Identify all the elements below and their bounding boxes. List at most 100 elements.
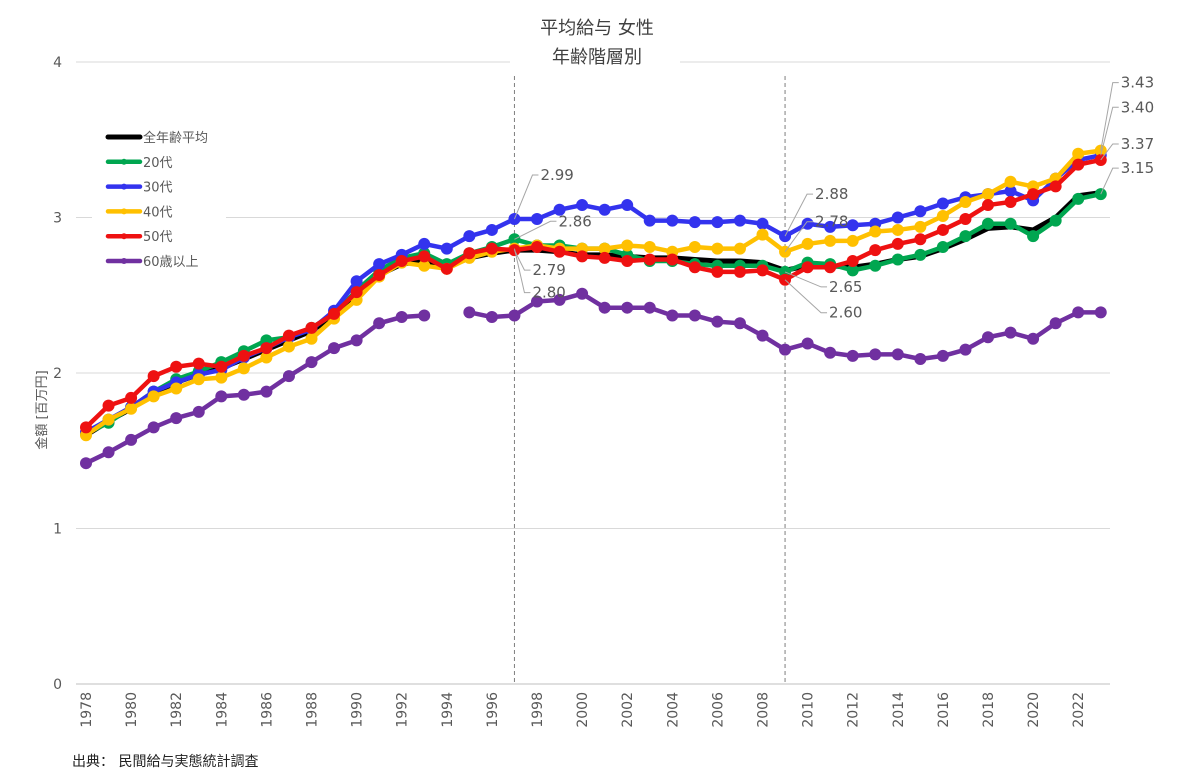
- annotation-leader: [513, 174, 539, 220]
- data-point: [846, 349, 859, 362]
- annotation-leader: [514, 249, 531, 271]
- data-point: [1004, 185, 1017, 198]
- data-point: [237, 388, 250, 401]
- series-5: [80, 287, 1107, 470]
- data-point: [147, 390, 160, 403]
- annotations: 2.99 2.86 2.79 2.80 2.88 2.78 2.65 2.60 3.43 3.40…: [513, 74, 1154, 322]
- data-point: [733, 265, 746, 278]
- data-point: [598, 203, 611, 216]
- data-point: [756, 264, 769, 277]
- data-point: [1004, 217, 1017, 230]
- data-point: [869, 259, 882, 272]
- data-point: [982, 188, 994, 201]
- annotation-label: 2.78: [815, 213, 848, 231]
- data-point: [350, 334, 363, 347]
- data-point: [688, 261, 701, 274]
- y-axis-label: 金額 [百万円]: [34, 370, 50, 449]
- annotation-leader: [1100, 82, 1119, 151]
- data-point: [936, 349, 949, 362]
- title-background: [510, 10, 680, 72]
- x-tick-label: 1998: [530, 692, 546, 728]
- data-point: [418, 309, 431, 322]
- data-point: [959, 195, 972, 208]
- data-point: [418, 259, 431, 272]
- data-point: [733, 317, 746, 330]
- x-tick-label: 2012: [846, 692, 862, 728]
- data-point: [485, 311, 498, 324]
- data-point: [395, 255, 408, 268]
- data-point: [936, 197, 949, 210]
- data-point: [418, 250, 431, 263]
- data-point: [192, 405, 205, 418]
- data-point: [215, 390, 228, 403]
- data-point: [982, 331, 994, 344]
- data-point: [801, 217, 814, 230]
- data-point: [147, 421, 160, 434]
- data-point: [553, 203, 566, 216]
- data-point: [936, 241, 949, 254]
- data-point: [305, 321, 318, 334]
- data-point: [869, 225, 882, 238]
- data-point: [643, 253, 656, 266]
- data-point: [1004, 326, 1017, 339]
- data-point: [982, 217, 994, 230]
- data-point: [598, 301, 611, 314]
- data-point: [688, 309, 701, 322]
- data-point: [1004, 195, 1017, 208]
- data-point: [215, 360, 228, 373]
- x-tick-label: 2002: [620, 692, 636, 728]
- data-point: [192, 357, 205, 370]
- data-point: [936, 223, 949, 236]
- data-point: [914, 353, 927, 366]
- legend-marker: [121, 158, 127, 165]
- data-point: [1094, 306, 1107, 319]
- data-point: [1027, 188, 1040, 201]
- data-point: [779, 245, 792, 258]
- legend-label: 50代: [143, 230, 173, 245]
- legend-background: [92, 124, 226, 269]
- legend-item: 全年齢平均: [105, 130, 208, 146]
- legend-label: 全年齢平均: [143, 130, 208, 146]
- data-point: [733, 214, 746, 227]
- data-point: [125, 433, 138, 446]
- series-4: [80, 153, 1107, 434]
- data-point: [756, 217, 769, 230]
- data-point: [666, 214, 679, 227]
- data-point: [1049, 214, 1062, 227]
- series-group: [80, 144, 1107, 470]
- annotation-leader: [1100, 167, 1119, 195]
- data-point: [260, 342, 273, 355]
- x-tick-label: 1982: [169, 692, 185, 728]
- data-point: [373, 258, 386, 271]
- data-point: [170, 412, 183, 425]
- data-point: [756, 228, 769, 241]
- legend-item: 50代: [105, 230, 173, 245]
- x-tick-label: 2010: [801, 692, 817, 728]
- annotation-label: 2.79: [532, 261, 565, 279]
- data-point: [282, 370, 295, 383]
- data-point: [756, 329, 769, 342]
- data-point: [1072, 147, 1085, 160]
- data-point: [418, 237, 431, 250]
- data-point: [305, 356, 318, 369]
- x-tick-label: 2006: [710, 692, 726, 728]
- legend-label: 30代: [143, 181, 173, 196]
- annotation-label: 2.65: [829, 278, 862, 296]
- data-point: [395, 311, 408, 324]
- data-point: [553, 293, 566, 306]
- data-point: [936, 209, 949, 222]
- legend-marker: [121, 208, 127, 215]
- annotation-label: 3.15: [1121, 159, 1154, 177]
- data-point: [688, 216, 701, 229]
- data-point: [350, 275, 363, 288]
- data-point: [260, 385, 273, 398]
- data-point: [170, 382, 183, 395]
- x-tick-label: 1992: [395, 692, 411, 728]
- legend-marker: [121, 258, 127, 264]
- data-point: [531, 295, 543, 308]
- annotation-label: 2.86: [558, 212, 591, 230]
- data-point: [531, 241, 543, 254]
- legend-marker: [121, 183, 127, 190]
- data-point: [846, 234, 859, 247]
- data-point: [485, 242, 498, 255]
